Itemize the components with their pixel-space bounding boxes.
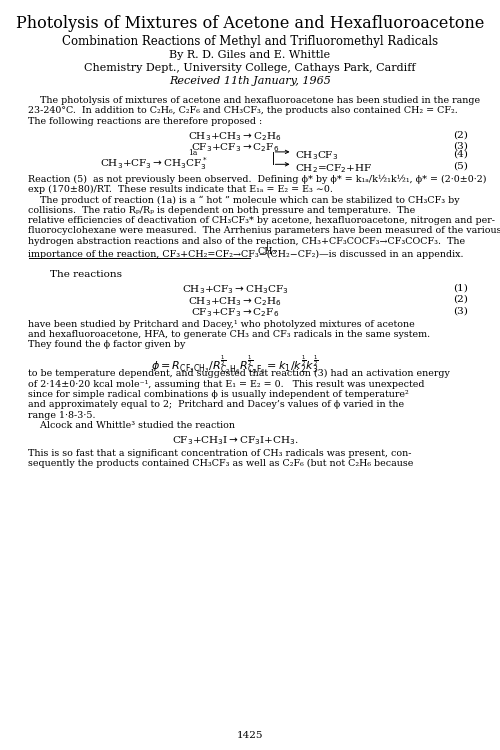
Text: importance of the reaction, CF₃+CH₂=CF₂→CF₃−(CH₂−CF₂)—is discussed in an appendi: importance of the reaction, CF₃+CH₂=CF₂→…	[28, 251, 464, 260]
Text: since for simple radical combinations ϕ is usually independent of temperature²: since for simple radical combinations ϕ …	[28, 390, 409, 399]
Text: CH$_3$+CH$_3\rightarrow$C$_2$H$_6$: CH$_3$+CH$_3\rightarrow$C$_2$H$_6$	[188, 130, 282, 143]
Text: of 2·14±0·20 kcal mole⁻¹, assuming that E₁ = E₂ = 0.   This result was unexpecte: of 2·14±0·20 kcal mole⁻¹, assuming that …	[28, 380, 425, 388]
Text: CH$_2$=CF$_2$+HF: CH$_2$=CF$_2$+HF	[295, 162, 372, 175]
Text: (4): (4)	[452, 149, 468, 158]
Text: and hexafluoroacetone, HFA, to generate CH₃ and CF₃ radicals in the same system.: and hexafluoroacetone, HFA, to generate …	[28, 330, 430, 339]
Text: The product of reaction (1a) is a “ hot ” molecule which can be stabilized to CH: The product of reaction (1a) is a “ hot …	[28, 195, 460, 205]
Text: Combination Reactions of Methyl and Trifluoromethyl Radicals: Combination Reactions of Methyl and Trif…	[62, 34, 438, 47]
Text: to be temperature dependent, and suggested that reaction (3) had an activation e: to be temperature dependent, and suggest…	[28, 369, 450, 378]
Text: have been studied by Pritchard and Dacey,¹ who photolyzed mixtures of acetone: have been studied by Pritchard and Dacey…	[28, 320, 415, 328]
Text: CF$_3$+CH$_3$I$\rightarrow$CF$_3$I+CH$_3$.: CF$_3$+CH$_3$I$\rightarrow$CF$_3$I+CH$_3…	[172, 434, 298, 447]
Text: By R. D. Giles and E. Whittle: By R. D. Giles and E. Whittle	[170, 50, 330, 59]
Text: (5): (5)	[452, 162, 468, 171]
Text: CH$_3$+CH$_3\rightarrow$C$_2$H$_6$: CH$_3$+CH$_3\rightarrow$C$_2$H$_6$	[188, 295, 282, 307]
Text: 1a: 1a	[188, 149, 197, 158]
Text: CH₃: CH₃	[258, 247, 277, 256]
Text: The photolysis of mixtures of acetone and hexafluoroacetone has been studied in : The photolysis of mixtures of acetone an…	[28, 96, 480, 105]
Text: CH$_3$+CF$_3\rightarrow$CH$_3$CF$_3$: CH$_3$+CF$_3\rightarrow$CH$_3$CF$_3$	[182, 284, 288, 296]
Text: (2): (2)	[452, 295, 468, 304]
Text: 1425: 1425	[237, 730, 263, 740]
Text: This is so fast that a significant concentration of CH₃ radicals was present, co: This is so fast that a significant conce…	[28, 449, 412, 458]
Text: range 1·8-3·5.: range 1·8-3·5.	[28, 411, 96, 420]
Text: The reactions: The reactions	[50, 270, 122, 279]
Text: |: |	[266, 241, 269, 250]
Text: Photolysis of Mixtures of Acetone and Hexafluoroacetone: Photolysis of Mixtures of Acetone and He…	[16, 15, 484, 32]
Text: They found the ϕ factor given by: They found the ϕ factor given by	[28, 340, 186, 350]
Text: (2): (2)	[452, 130, 468, 140]
Text: CF$_3$+CF$_3\rightarrow$C$_2$F$_6$: CF$_3$+CF$_3\rightarrow$C$_2$F$_6$	[191, 306, 279, 319]
Text: CF$_3$+CF$_3\rightarrow$C$_2$F$_6$: CF$_3$+CF$_3\rightarrow$C$_2$F$_6$	[191, 142, 279, 154]
Text: Chemistry Dept., University College, Cathays Park, Cardiff: Chemistry Dept., University College, Cat…	[84, 63, 416, 73]
Text: Received 11th January, 1965: Received 11th January, 1965	[169, 76, 331, 86]
Text: exp (170±80)/RT.  These results indicate that E₁ₐ = E₂ = E₃ ∼0.: exp (170±80)/RT. These results indicate …	[28, 185, 334, 194]
Text: The following reactions are therefore proposed :: The following reactions are therefore pr…	[28, 117, 263, 126]
Text: hydrogen abstraction reactions and also of the reaction, CH₃+CF₃COCF₃→CF₃COCF₃. : hydrogen abstraction reactions and also …	[28, 237, 466, 246]
Text: $\phi = R_{\rm CF_3CH_3}/R^{\frac{1}{2}}_{\rm C_2H_6}R^{\frac{1}{2}}_{\rm C_2F_6: $\phi = R_{\rm CF_3CH_3}/R^{\frac{1}{2}}…	[151, 354, 319, 376]
Text: collisions.  The ratio Rₚ/Rₚ is dependent on both pressure and temperature.  The: collisions. The ratio Rₚ/Rₚ is dependent…	[28, 206, 416, 214]
Text: (1): (1)	[452, 284, 468, 292]
Text: 23-240°C.  In addition to C₂H₆, C₂F₆ and CH₃CF₃, the products also contained CH₂: 23-240°C. In addition to C₂H₆, C₂F₆ and …	[28, 106, 458, 116]
Text: sequently the products contained CH₃CF₃ as well as C₂F₆ (but not C₂H₆ because: sequently the products contained CH₃CF₃ …	[28, 459, 414, 469]
Text: (3): (3)	[452, 306, 468, 315]
Text: Alcock and Whittle³ studied the reaction: Alcock and Whittle³ studied the reaction	[28, 421, 236, 430]
Text: fluorocyclohexane were measured.  The Arrhenius parameters have been measured of: fluorocyclohexane were measured. The Arr…	[28, 226, 500, 236]
Text: and approximately equal to 2;  Pritchard and Dacey’s values of ϕ varied in the: and approximately equal to 2; Pritchard …	[28, 400, 404, 410]
Text: CH$_3$+CF$_3\rightarrow$CH$_3$CF$_3^*$: CH$_3$+CF$_3\rightarrow$CH$_3$CF$_3^*$	[100, 155, 208, 172]
Text: CH$_3$CF$_3$: CH$_3$CF$_3$	[295, 149, 339, 162]
Text: relative efficiencies of deactivation of CH₃CF₃* by acetone, hexafluoroacetone, : relative efficiencies of deactivation of…	[28, 216, 495, 225]
Text: (3): (3)	[452, 142, 468, 151]
Text: Reaction (5)  as not previously been observed.  Defining ϕ* by ϕ* = k₁ₐ/k½₁k½₁, : Reaction (5) as not previously been obse…	[28, 175, 487, 184]
